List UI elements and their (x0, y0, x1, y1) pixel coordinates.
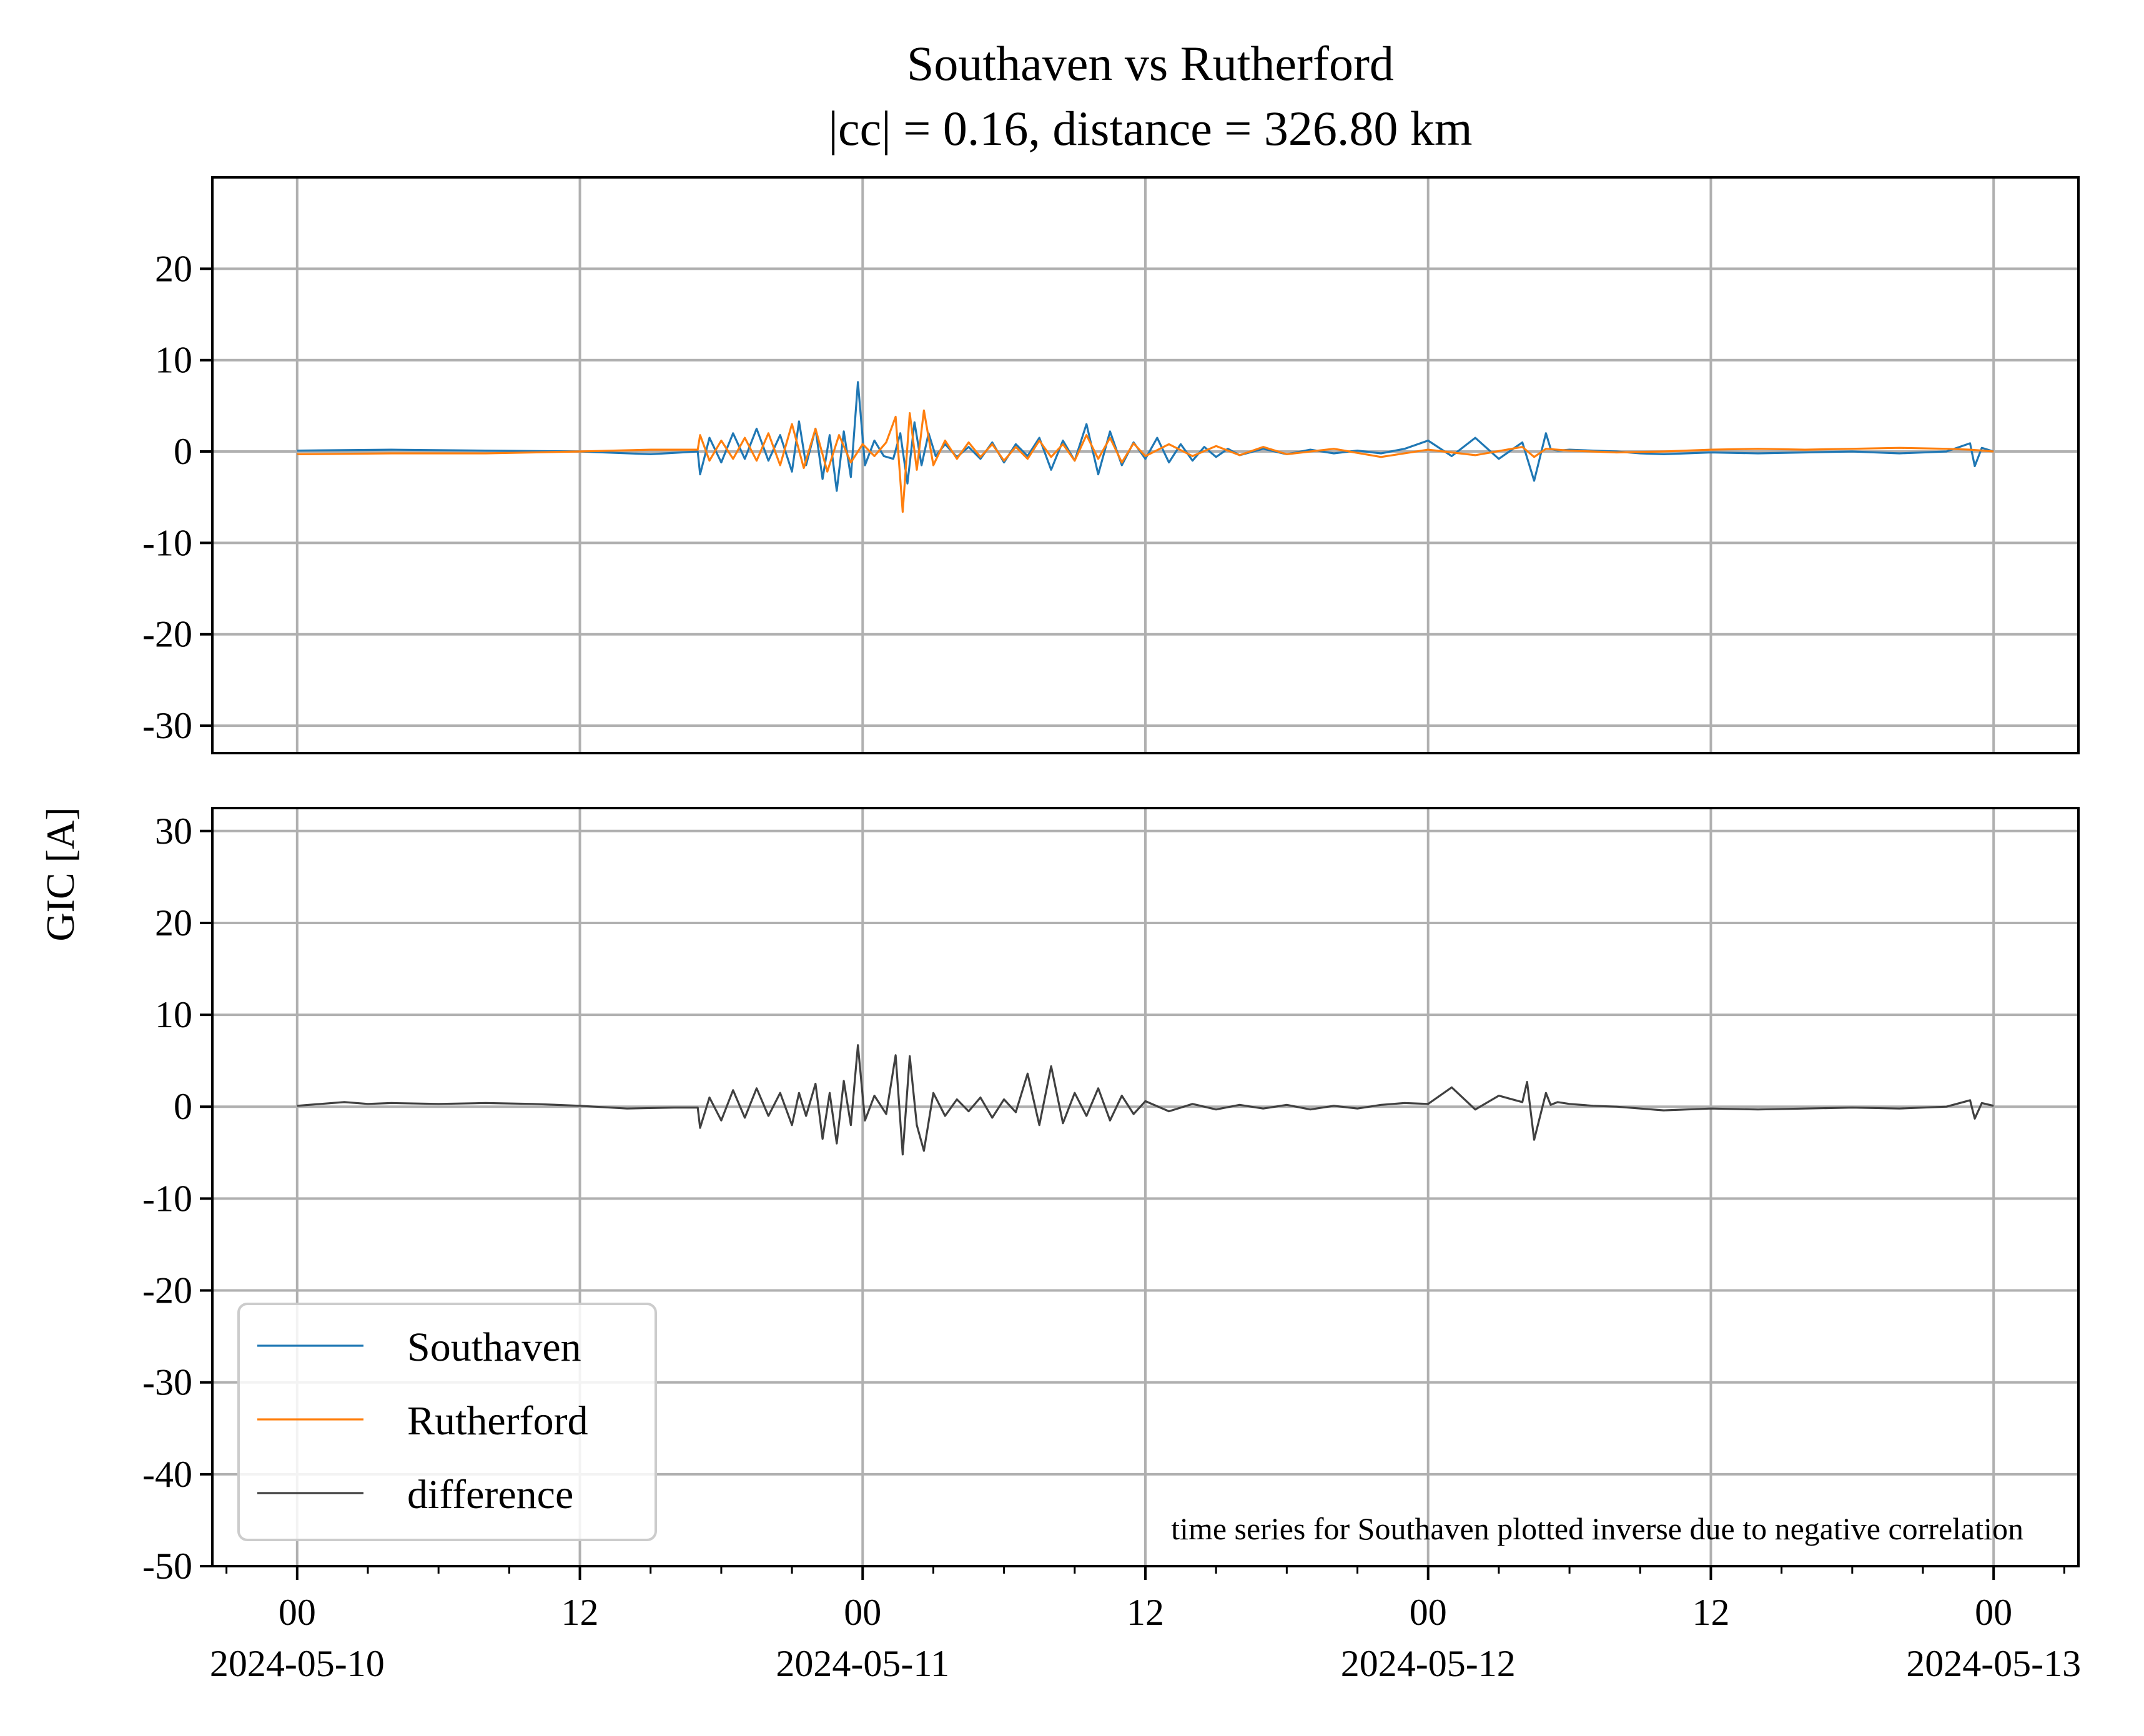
top-panel-series (297, 381, 1994, 513)
legend: Southaven Rutherford difference (237, 1303, 657, 1541)
top-panel-y-ticks: 20 10 0 -10 -20 -30 (142, 248, 212, 746)
x-tick-label-time: 00 (1975, 1592, 2012, 1633)
top-panel-frame (211, 176, 2080, 754)
y-tick-label: -10 (142, 1178, 192, 1219)
x-axis-ticks: 00 2024-05-10 12 00 2024-05-11 12 00 2024-05-12… (210, 1566, 2081, 1684)
y-tick-label: -30 (142, 705, 192, 746)
y-tick-label: 20 (155, 902, 192, 944)
series-line-difference (297, 1044, 1994, 1156)
y-tick-label: -10 (142, 522, 192, 563)
bottom-panel-frame (211, 807, 2080, 1567)
y-tick-label: 20 (155, 248, 192, 289)
x-tick-label-date: 2024-05-13 (1906, 1643, 2081, 1684)
bottom-panel-series (297, 1044, 1994, 1156)
x-tick-label-date: 2024-05-10 (210, 1643, 385, 1684)
bottom-panel: 30 20 10 0 -10 -20 -30 -40 -50 00 2024-05-10 12 00 2… (142, 807, 2081, 1684)
x-tick-label-time: 00 (1410, 1592, 1447, 1633)
y-tick-label: 30 (155, 811, 192, 852)
bottom-panel-y-ticks: 30 20 10 0 -10 -20 -30 -40 -50 (142, 811, 212, 1587)
legend-label-rutherford: Rutherford (407, 1398, 588, 1444)
y-tick-label: -40 (142, 1454, 192, 1495)
x-tick-label-time: 12 (561, 1592, 599, 1633)
top-panel: 20 10 0 -10 -20 -30 (142, 176, 2080, 754)
x-tick-label-time: 00 (844, 1592, 881, 1633)
legend-box (237, 1303, 657, 1541)
x-tick-label-date: 2024-05-12 (1341, 1643, 1516, 1684)
y-tick-label: -20 (142, 614, 192, 655)
chart-title: Southaven vs Rutherford (907, 36, 1394, 91)
y-tick-label: -30 (142, 1362, 192, 1403)
legend-label-difference: difference (407, 1472, 573, 1517)
legend-label-southaven: Southaven (407, 1324, 581, 1370)
inverse-plot-note: time series for Southaven plotted invers… (1171, 1511, 2023, 1546)
chart-subtitle: |cc| = 0.16, distance = 326.80 km (828, 101, 1472, 155)
x-tick-label-time: 12 (1692, 1592, 1729, 1633)
y-tick-label: -50 (142, 1546, 192, 1587)
x-tick-label-time: 12 (1127, 1592, 1164, 1633)
top-panel-grid (212, 177, 2078, 753)
y-tick-label: 0 (174, 431, 192, 472)
y-axis-label: GIC [A] (38, 807, 82, 941)
y-tick-label: -20 (142, 1270, 192, 1311)
x-tick-label-time: 00 (279, 1592, 316, 1633)
y-tick-label: 0 (174, 1086, 192, 1127)
series-line-rutherford (297, 409, 1994, 513)
y-tick-label: 10 (155, 340, 192, 381)
y-tick-label: 10 (155, 994, 192, 1035)
x-tick-label-date: 2024-05-11 (776, 1643, 949, 1684)
